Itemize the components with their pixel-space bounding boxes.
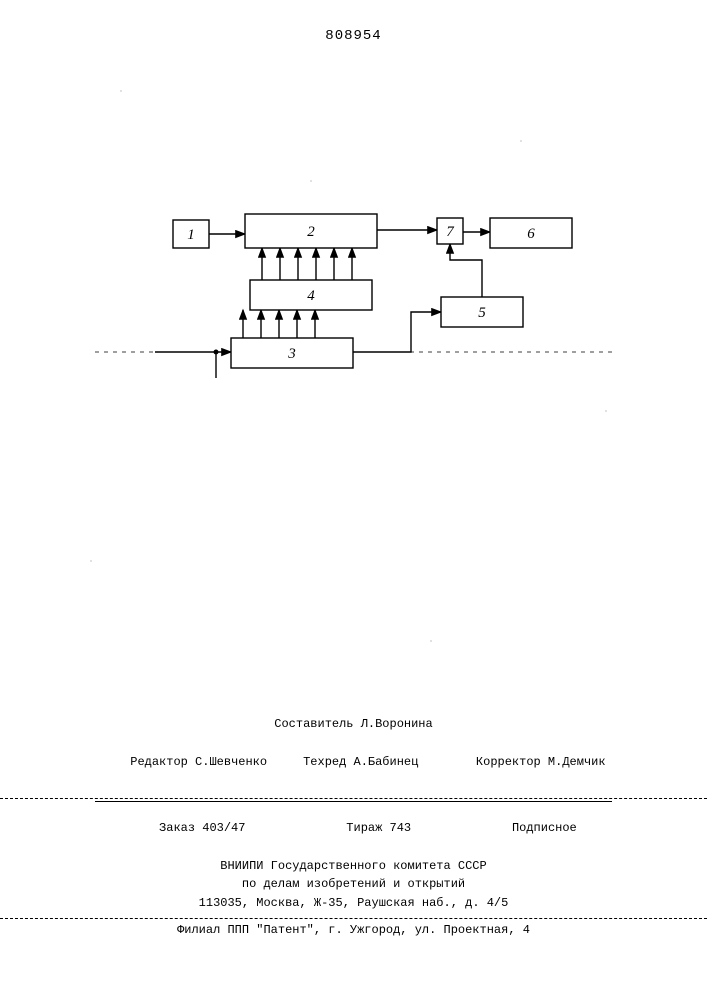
tehred-label: Техред А.Бабинец <box>303 755 418 769</box>
footer-editor-line: Редактор С.Шевченко Техред А.Бабинец Кор… <box>0 734 707 790</box>
node-label-2: 2 <box>307 224 315 240</box>
footer-org2: по делам изобретений и открытий <box>0 875 707 894</box>
order-number: Заказ 403/47 <box>159 821 245 835</box>
node-label-6: 6 <box>527 226 535 242</box>
footer-org1: ВНИИПИ Государственного комитета СССР <box>0 857 707 876</box>
node-label-4: 4 <box>307 288 315 304</box>
footer-rule-mid <box>0 798 707 799</box>
footer-order-line: Заказ 403/47 Тираж 743 Подписное <box>0 801 707 857</box>
footer-branch: Филиал ППП "Патент", г. Ужгород, ул. Про… <box>0 921 707 940</box>
node-label-3: 3 <box>287 346 296 362</box>
footer-composer: Составитель Л.Воронина <box>0 715 707 734</box>
node-label-5: 5 <box>478 305 486 321</box>
subscription: Подписное <box>512 821 577 835</box>
footer-addr: 113035, Москва, Ж-35, Раушская наб., д. … <box>0 894 707 913</box>
node-label-1: 1 <box>187 227 195 243</box>
footer-rule-bot <box>0 918 707 919</box>
corrector-label: Корректор М.Демчик <box>476 755 606 769</box>
editor-label: Редактор С.Шевченко <box>130 755 267 769</box>
footer-block: Составитель Л.Воронина Редактор С.Шевчен… <box>0 715 707 940</box>
tirage: Тираж 743 <box>346 821 411 835</box>
